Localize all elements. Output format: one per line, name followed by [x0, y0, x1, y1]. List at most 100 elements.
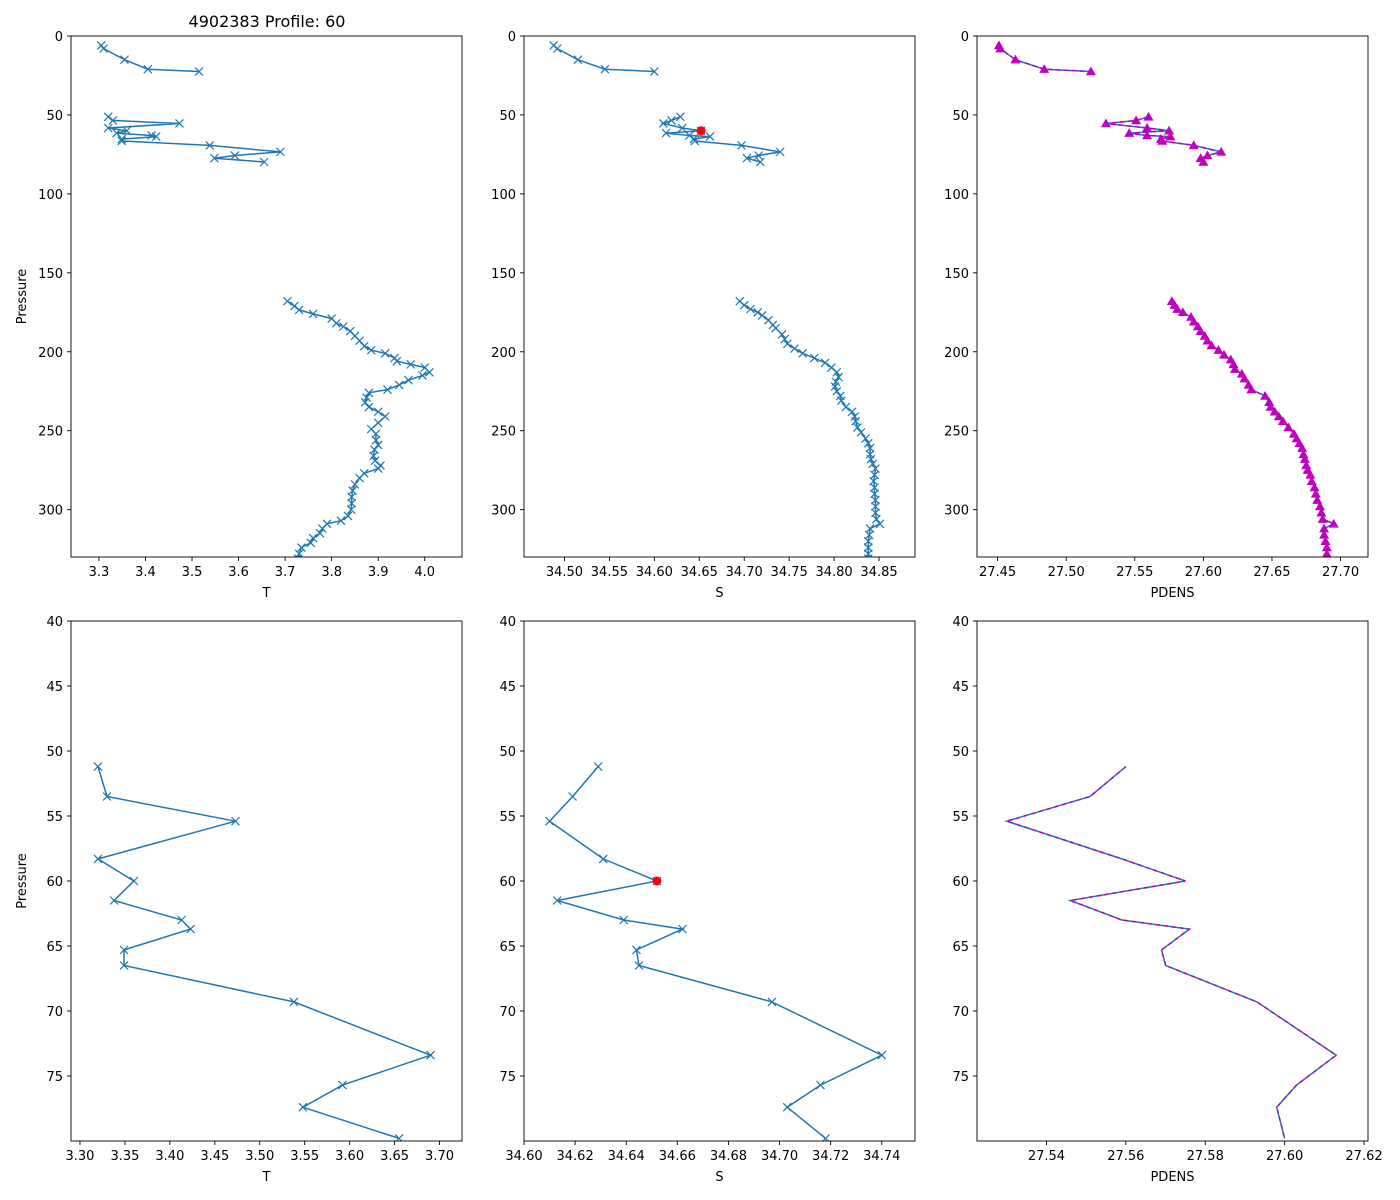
x-tick-label-pdens_full-0: 27.45 — [979, 565, 1016, 580]
y-tick-label-s_zoom-0: 40 — [499, 615, 516, 630]
chart-grid: 3.3 3.4 3.5 3.6 3.7 3.8 3.9 4.00501001502002503… — [15, 30, 1383, 1185]
x-tick-label-t_full-6: 3.9 — [368, 565, 389, 580]
y-tick-label-pdens_zoom-3: 55 — [952, 810, 969, 825]
x-tick-label-pdens_full-2: 27.55 — [1116, 565, 1153, 580]
x-tick-label-t_zoom-2: 3.40 — [155, 1149, 184, 1164]
data-point-t_full-2-24 — [360, 397, 370, 407]
y-tick-label-t_full-6: 300 — [38, 504, 63, 519]
data-point-s_full-2-38 — [870, 483, 879, 492]
x-axis-label-t_zoom: T — [262, 1170, 271, 1185]
x-tick-label-t_full-1: 3.4 — [135, 565, 156, 580]
y-tick-label-pdens_full-2: 100 — [944, 188, 969, 203]
data-point-pdens_full-2-21 — [1264, 397, 1275, 407]
x-axis-label-s_zoom: S — [715, 1170, 723, 1185]
data-point-s_full-1-3 — [677, 123, 687, 133]
data-point-t_full-2-51 — [306, 538, 316, 548]
data-point-pdens_full-1-3 — [1142, 123, 1153, 132]
data-point-t_full-2-32 — [373, 440, 383, 450]
data-point-t_full-1-11 — [276, 147, 285, 157]
y-tick-label-t_full-3: 150 — [38, 267, 63, 282]
data-point-s_full-1-10 — [737, 140, 746, 150]
chart-t_full: 3.3 3.4 3.5 3.6 3.7 3.8 3.9 4.0 0 50 100 150 200 250 3… — [15, 30, 463, 601]
figure-title: 4902383 Profile: 60 — [189, 12, 346, 31]
y-tick-label-pdens_full-6: 300 — [944, 504, 969, 519]
x-tick-label-s_full-2: 34.60 — [636, 565, 673, 580]
data-point-s_zoom-0-2 — [545, 816, 554, 826]
data-point-s_full-2-20 — [832, 386, 842, 396]
y-tick-label-s_full-6: 300 — [491, 504, 516, 519]
data-point-pdens_full-2-37 — [1309, 482, 1320, 492]
plot-area-pdens_full — [993, 40, 1339, 557]
data-point-pdens_full-2-42 — [1317, 514, 1328, 523]
data-point-s_zoom-0-11 — [877, 1050, 887, 1060]
data-point-t_full-2-6 — [338, 322, 348, 331]
data-point-t_full-2-37 — [373, 464, 383, 474]
y-tick-label-s_full-0: 0 — [508, 30, 516, 45]
data-point-pdens_full-2-39 — [1312, 495, 1323, 504]
data-point-s_full-2-3 — [753, 307, 763, 317]
data-point-t_zoom-0-14 — [394, 1133, 404, 1141]
y-tick-label-s_zoom-5: 65 — [499, 940, 516, 955]
data-point-s_full-2-33 — [866, 454, 876, 464]
data-point-s_full-2-1 — [739, 300, 749, 310]
data-point-t_full-2-45 — [343, 511, 353, 521]
data-point-t_full-1-7 — [151, 132, 161, 141]
data-point-pdens_full-1-1 — [1131, 115, 1142, 125]
data-point-s_zoom-0-14 — [821, 1133, 830, 1141]
data-point-s_full-2-16 — [832, 367, 842, 377]
data-point-s_zoom-0-10 — [767, 997, 777, 1007]
x-tick-label-s_full-1: 34.55 — [591, 565, 628, 580]
data-point-t_full-2-3 — [308, 309, 318, 319]
data-point-pdens_full-2-36 — [1306, 476, 1317, 485]
data-point-s_full-1-0 — [675, 112, 685, 122]
x-tick-label-t_zoom-1: 3.35 — [110, 1149, 139, 1164]
data-point-t_full-2-10 — [359, 341, 369, 351]
data-point-s_zoom-0-8 — [632, 945, 641, 955]
data-point-s_full-2-41 — [871, 502, 880, 511]
data-point-s_zoom-0-7 — [678, 924, 687, 934]
plot-area-s_zoom — [545, 762, 887, 1141]
data-point-pdens_full-2-17 — [1239, 373, 1250, 383]
flagged-point-s_zoom — [652, 876, 662, 886]
x-tick-label-t_full-3: 3.6 — [228, 565, 249, 580]
data-point-pdens_full-2-5 — [1188, 316, 1199, 326]
data-point-t_full-0-2 — [120, 55, 129, 65]
density-overlay-pdens_zoom-0 — [1004, 766, 1338, 1139]
data-point-pdens_full-1-10 — [1188, 140, 1199, 150]
y-tick-label-s_zoom-2: 50 — [499, 745, 516, 760]
data-point-t_full-1-8 — [117, 134, 127, 144]
data-point-s_zoom-0-6 — [619, 915, 629, 925]
data-point-pdens_full-1-0 — [1143, 111, 1154, 121]
x-axis-label-t_full: T — [262, 586, 271, 601]
data-point-t_full-1-12 — [230, 151, 240, 160]
y-tick-label-pdens_zoom-7: 75 — [952, 1070, 969, 1085]
data-point-t_full-2-50 — [308, 533, 318, 543]
data-point-t_full-1-4 — [122, 126, 132, 136]
data-point-t_full-1-14 — [259, 157, 269, 167]
data-point-s_full-1-14 — [755, 157, 765, 167]
data-point-s_full-2-50 — [863, 554, 873, 557]
data-point-pdens_full-2-32 — [1299, 454, 1310, 463]
y-tick-label-t_zoom-1: 45 — [46, 680, 63, 695]
data-point-s_full-1-5 — [661, 128, 671, 138]
data-point-s_full-0-1 — [552, 44, 562, 54]
plot-area-t_full — [96, 41, 434, 557]
y-tick-label-s_zoom-4: 60 — [499, 875, 516, 890]
data-point-pdens_full-2-15 — [1229, 364, 1240, 373]
y-axis-label-t_full: Pressure — [15, 269, 30, 325]
data-point-pdens_full-2-30 — [1297, 443, 1308, 452]
y-tick-label-pdens_full-5: 250 — [944, 425, 969, 440]
data-point-t_zoom-0-12 — [338, 1080, 347, 1090]
data-point-s_full-2-44 — [875, 519, 885, 529]
data-point-t_full-2-35 — [370, 456, 380, 466]
data-point-s_full-2-27 — [853, 423, 862, 432]
data-point-s_full-0-2 — [573, 55, 583, 65]
data-point-pdens_full-2-44 — [1319, 523, 1330, 533]
y-tick-label-t_full-0: 0 — [55, 30, 63, 45]
data-point-s_full-2-28 — [856, 427, 866, 437]
data-point-s_full-2-19 — [830, 382, 840, 391]
x-tick-label-s_zoom-2: 34.64 — [608, 1149, 645, 1164]
y-tick-label-t_zoom-3: 55 — [46, 810, 63, 825]
data-point-pdens_full-2-25 — [1277, 416, 1288, 425]
y-axis-label-t_zoom: Pressure — [15, 853, 30, 909]
